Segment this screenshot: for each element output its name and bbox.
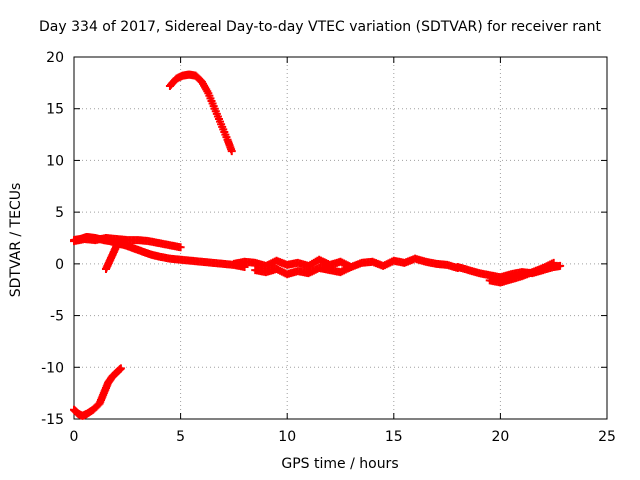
x-tick-label: 15 — [385, 429, 403, 445]
y-tick-label: 10 — [46, 153, 64, 169]
chart-grid — [74, 57, 607, 419]
data-series — [251, 262, 356, 279]
y-axis-label: SDTVAR / TECUs — [8, 182, 24, 298]
data-point — [176, 243, 185, 252]
data-point — [114, 237, 123, 246]
x-tick-label: 25 — [598, 429, 616, 445]
y-tick-label: 5 — [55, 205, 64, 221]
y-tick-label: -15 — [41, 412, 64, 428]
chart-title: Day 334 of 2017, Sidereal Day-to-day VTE… — [39, 19, 601, 35]
x-tick-label: 20 — [491, 429, 509, 445]
data-point — [116, 364, 125, 373]
chart-points — [70, 70, 565, 420]
chart-ticks: 0 5 10 15 20 25 -15 -10 -5 0 5 10 15 20 — [41, 50, 616, 445]
x-axis-label: GPS time / hours — [281, 456, 399, 472]
data-series — [70, 234, 185, 252]
x-tick-label: 0 — [70, 429, 79, 445]
data-point — [549, 258, 558, 267]
x-tick-label: 5 — [176, 429, 185, 445]
x-tick-label: 10 — [278, 429, 296, 445]
data-series — [165, 70, 236, 156]
plot-frame — [73, 56, 608, 420]
y-tick-label: 20 — [46, 50, 64, 66]
data-point — [227, 147, 236, 156]
data-series — [229, 254, 462, 272]
y-tick-label: 15 — [46, 102, 64, 118]
data-series — [70, 364, 125, 420]
data-series — [101, 237, 123, 274]
y-tick-label: -10 — [41, 360, 64, 376]
y-tick-label: 0 — [55, 257, 64, 273]
y-tick-label: -5 — [50, 309, 64, 325]
data-point — [556, 261, 565, 270]
data-point — [347, 262, 356, 271]
data-series — [485, 258, 558, 287]
